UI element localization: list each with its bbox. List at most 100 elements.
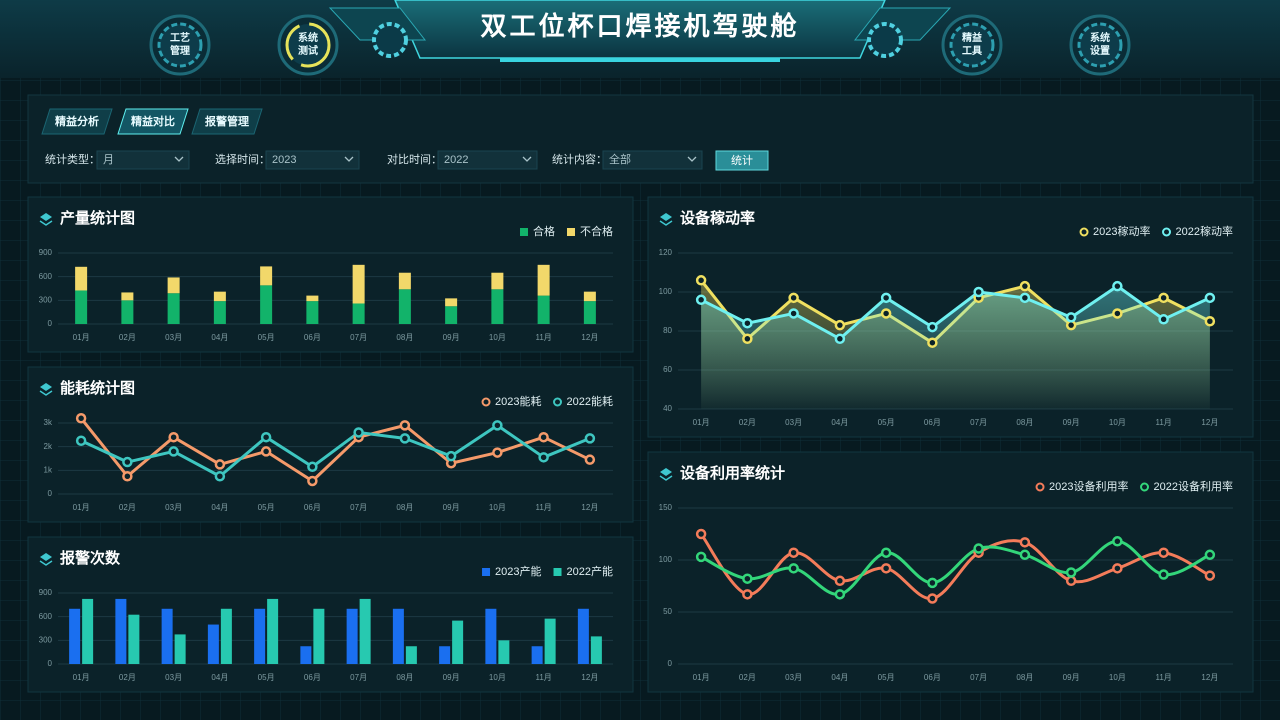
data-point (307, 475, 318, 487)
legend-swatch (553, 397, 563, 407)
title-icon (660, 468, 672, 476)
bar (267, 598, 279, 664)
filter-select[interactable] (96, 150, 190, 170)
bar (220, 608, 232, 664)
data-point (445, 450, 457, 462)
data-point (880, 292, 892, 304)
tab-label: 精益对比 (131, 114, 175, 128)
legend-label: 2022设备利用率 (1154, 479, 1233, 493)
x-tick-label: 05月 (258, 673, 275, 682)
bar-segment (75, 266, 88, 291)
filter-value: 2022 (444, 154, 468, 166)
y-tick-label: 600 (39, 272, 53, 281)
x-tick-label: 11月 (535, 503, 551, 512)
x-tick-label: 07月 (350, 673, 367, 682)
x-tick-label: 06月 (924, 673, 941, 682)
data-point (214, 459, 226, 470)
legend-label: 2022产能 (567, 564, 613, 578)
data-point (788, 292, 799, 304)
data-point (1065, 575, 1077, 587)
x-tick-label: 02月 (739, 418, 756, 427)
y-tick-label: 120 (659, 248, 673, 257)
x-tick-label: 03月 (785, 418, 802, 427)
x-tick-label: 12月 (581, 333, 598, 342)
bar (590, 636, 602, 664)
legend-label: 2022稼动率 (1176, 224, 1233, 238)
bar-segment (398, 272, 411, 290)
title-underline (500, 58, 780, 62)
legend-swatch (1162, 227, 1172, 237)
data-point (742, 573, 753, 584)
x-tick-label: 01月 (73, 333, 90, 342)
y-tick-label: 100 (659, 287, 673, 296)
data-point (1112, 280, 1123, 292)
x-tick-label: 01月 (73, 503, 90, 512)
filter-value: 2023 (272, 154, 296, 166)
y-tick-label: 150 (659, 503, 673, 512)
data-point (695, 528, 707, 540)
y-tick-label: 3k (44, 418, 53, 427)
filter-select[interactable] (265, 150, 360, 170)
bar (452, 620, 464, 664)
legend-swatch (553, 568, 562, 576)
chart-panel (27, 366, 634, 523)
x-tick-label: 08月 (1016, 673, 1033, 682)
chart-title: 设备稼动率 (680, 209, 755, 227)
data-point (75, 435, 87, 446)
data-point (168, 431, 179, 443)
nav-ring (285, 22, 331, 68)
bar (359, 598, 371, 664)
filter-select[interactable] (437, 150, 538, 170)
data-point (834, 333, 846, 345)
submit-button[interactable] (715, 150, 769, 171)
data-point (880, 547, 892, 558)
data-point (538, 452, 549, 463)
filter-label: 选择时间： (215, 152, 270, 166)
x-tick-label: 11月 (1155, 418, 1171, 427)
bar (346, 608, 358, 664)
legend-swatch (1035, 482, 1045, 492)
chevron (522, 156, 532, 162)
legend-label: 2023产能 (495, 564, 541, 578)
data-point (742, 589, 753, 600)
data-point (742, 333, 753, 345)
x-tick-label: 09月 (1063, 673, 1080, 682)
bar-segment (445, 298, 458, 307)
bar (300, 646, 312, 664)
x-tick-label: 01月 (693, 418, 710, 427)
bar-segment (121, 300, 134, 324)
nav-button[interactable]: 精益工具 (962, 33, 982, 57)
y-tick-label: 0 (48, 319, 53, 328)
x-tick-label: 03月 (785, 673, 802, 682)
filter-select[interactable] (602, 150, 703, 170)
data-point (1019, 549, 1031, 561)
x-tick-label: 06月 (304, 673, 321, 682)
data-point (880, 308, 892, 319)
nav-button[interactable]: 系统设置 (1090, 33, 1110, 57)
x-tick-label: 08月 (1016, 418, 1033, 427)
y-tick-label: 80 (663, 326, 672, 335)
nav-button[interactable]: 工艺管理 (170, 33, 190, 57)
bar-segment (491, 272, 504, 290)
y-tick-label: 600 (39, 612, 53, 621)
bar-segment (537, 264, 550, 296)
data-point (1019, 292, 1031, 304)
tab[interactable] (117, 108, 189, 135)
tab[interactable] (191, 108, 263, 135)
bar (544, 618, 556, 664)
x-tick-label: 09月 (443, 673, 460, 682)
tab[interactable] (41, 108, 113, 135)
data-point (695, 294, 707, 306)
x-tick-label: 08月 (396, 503, 413, 512)
filter-label: 统计内容： (552, 152, 607, 166)
data-point (1019, 280, 1031, 292)
title-icon (659, 220, 673, 226)
title-icon (39, 390, 53, 396)
data-point (1158, 547, 1169, 558)
bar-segment (445, 306, 458, 324)
chart-title: 产量统计图 (60, 209, 135, 227)
data-point (834, 589, 846, 600)
nav-button[interactable]: 系统测试 (298, 33, 318, 57)
x-tick-label: 07月 (970, 418, 987, 427)
data-point (492, 420, 503, 431)
